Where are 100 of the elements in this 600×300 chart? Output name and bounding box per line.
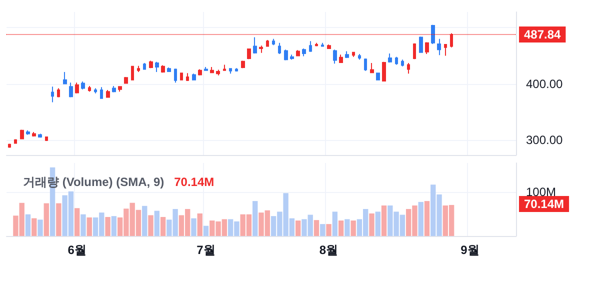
candlestick xyxy=(413,42,416,60)
candlestick xyxy=(431,24,435,44)
bar xyxy=(203,226,209,236)
candlestick xyxy=(143,62,146,70)
x-tick-label: 6월 xyxy=(68,243,86,257)
bar xyxy=(44,203,49,236)
bar xyxy=(74,208,80,236)
candlestick xyxy=(395,56,398,66)
candlestick xyxy=(81,81,85,90)
candlestick xyxy=(419,36,423,54)
bar xyxy=(320,224,326,236)
candlestick xyxy=(266,40,269,48)
candlestick xyxy=(100,86,103,100)
candlestick xyxy=(192,73,196,81)
candlestick xyxy=(284,49,288,61)
bar xyxy=(295,220,301,236)
candlestick xyxy=(149,60,153,69)
candlestick xyxy=(253,36,257,54)
candlestick xyxy=(235,68,238,72)
y-tick-label: 400.00 xyxy=(526,76,564,91)
candlestick xyxy=(382,61,386,82)
candlestick xyxy=(437,38,441,56)
candlestick xyxy=(401,59,404,67)
candlestick xyxy=(167,67,171,73)
candlestick xyxy=(407,62,410,74)
candlestick xyxy=(51,86,54,103)
bar xyxy=(111,216,117,236)
candlestick xyxy=(241,60,245,69)
candlestick xyxy=(321,42,324,47)
bar xyxy=(252,201,258,236)
bar xyxy=(314,220,320,236)
candlestick xyxy=(32,132,36,137)
candlestick xyxy=(290,54,294,60)
bar xyxy=(32,218,37,236)
bar xyxy=(56,203,62,236)
candlestick xyxy=(229,68,232,74)
bar xyxy=(154,210,160,236)
candlestick xyxy=(155,61,159,73)
candlestick xyxy=(302,48,306,57)
candlestick xyxy=(112,86,116,93)
candlestick xyxy=(358,54,361,60)
candlestick xyxy=(247,48,251,60)
candlestick xyxy=(198,68,202,76)
x-tick-label: 9월 xyxy=(460,243,480,257)
candlestick xyxy=(20,129,24,140)
candlestick xyxy=(26,130,30,136)
candlestick xyxy=(352,51,355,58)
candlestick xyxy=(180,72,183,81)
annotation: 70.14M xyxy=(174,175,214,189)
candlestick xyxy=(88,86,91,92)
bar xyxy=(148,215,154,236)
bar xyxy=(191,218,196,236)
bar xyxy=(375,212,380,236)
candlestick xyxy=(137,65,140,73)
candlestick xyxy=(333,49,337,64)
text: 거래량 (Volume) (SMA, 9) xyxy=(23,175,164,189)
candlestick xyxy=(131,65,134,81)
bar xyxy=(424,201,430,236)
candlestick xyxy=(118,86,122,92)
y-tick-label: 100M xyxy=(526,184,556,199)
candlestick xyxy=(210,66,214,74)
candlestick xyxy=(45,136,48,142)
bar xyxy=(80,214,86,236)
candlestick xyxy=(444,44,447,56)
candlestick xyxy=(425,42,429,55)
bar xyxy=(418,202,424,236)
text: 70.14M xyxy=(524,196,564,211)
bar xyxy=(105,216,110,236)
candlestick xyxy=(223,64,226,72)
candlestick xyxy=(8,143,11,148)
candlestick xyxy=(376,72,380,81)
candlestick xyxy=(75,82,79,94)
candlestick xyxy=(94,88,97,94)
bar xyxy=(197,213,202,236)
bar xyxy=(344,219,350,236)
x-tick-label: 7월 xyxy=(196,243,216,257)
candlestick xyxy=(63,72,67,84)
candlestick xyxy=(259,45,263,54)
x-tick-label: 8월 xyxy=(319,243,338,257)
bar xyxy=(369,213,374,236)
candlestick xyxy=(186,72,189,82)
candlestick xyxy=(339,54,343,64)
candlestick xyxy=(124,76,128,84)
candlestick xyxy=(309,40,312,52)
bar xyxy=(326,224,332,236)
candlestick xyxy=(14,138,17,144)
bar xyxy=(338,220,344,236)
candlestick xyxy=(315,42,318,47)
candlestick xyxy=(69,82,73,98)
candlestick xyxy=(174,68,177,84)
bar xyxy=(381,205,387,236)
ref-line-label: 487.84 xyxy=(524,28,562,42)
bar xyxy=(38,220,43,236)
candlestick xyxy=(364,58,367,72)
bar xyxy=(160,216,166,236)
candlestick xyxy=(161,64,165,74)
candlestick xyxy=(272,38,275,46)
candlestick xyxy=(278,42,281,55)
candlestick xyxy=(388,53,392,63)
candlestick xyxy=(370,62,374,74)
